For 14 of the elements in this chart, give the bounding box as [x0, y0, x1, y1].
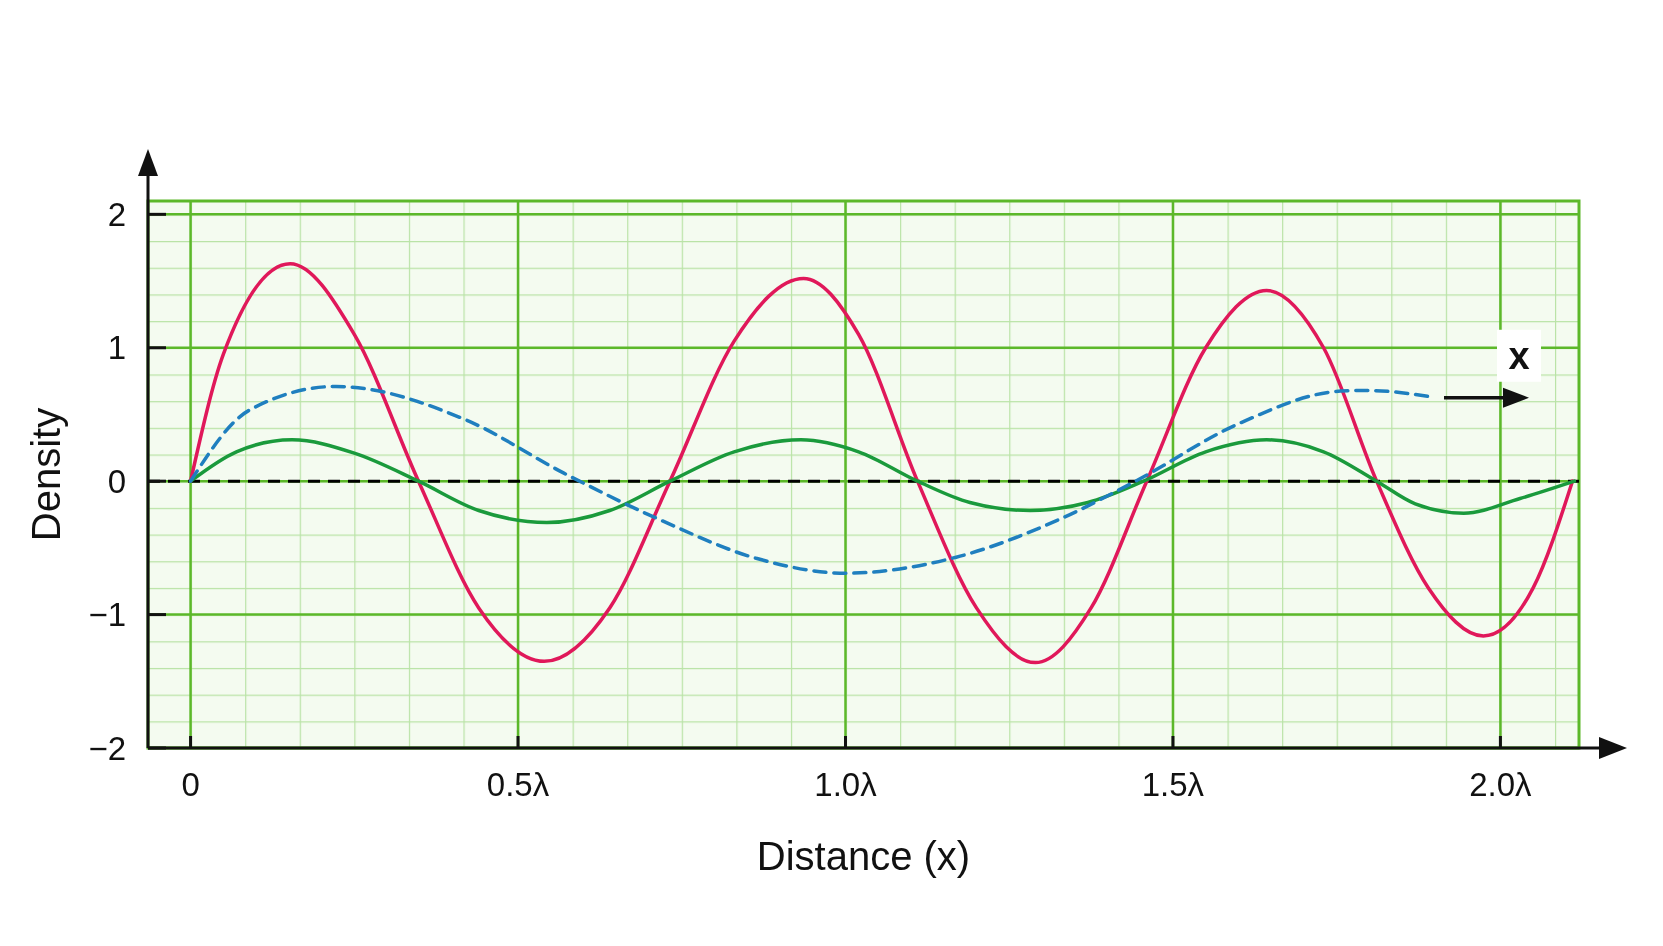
x-tick-label: 1.0λ [814, 766, 878, 803]
y-tick-label: 0 [107, 462, 126, 500]
x-tick-label: 2.0λ [1469, 766, 1533, 803]
x-axis-title: Distance (x) [756, 834, 971, 878]
y-axis-title: Density [24, 407, 68, 542]
y-tick-label: 2 [107, 195, 126, 233]
annotation: x [1508, 335, 1530, 378]
y-tick-label: −2 [88, 729, 126, 767]
x-tick-label: 1.5λ [1141, 766, 1205, 803]
y-tick-label: 1 [107, 329, 126, 367]
x-tick-label: 0.5λ [486, 766, 550, 803]
line-series [188, 261, 1575, 665]
y-tick-label: −1 [88, 596, 126, 634]
x-tick-label: 0 [181, 766, 200, 803]
